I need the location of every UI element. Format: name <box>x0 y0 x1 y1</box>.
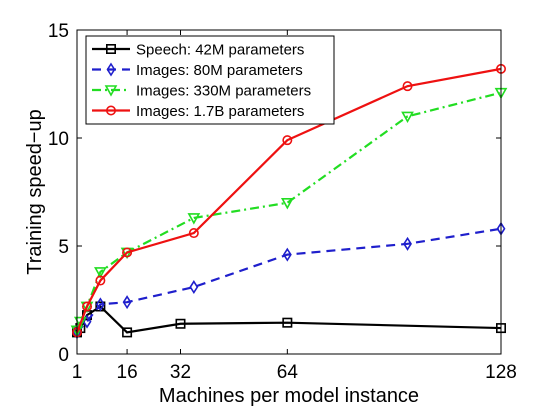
data-point <box>188 228 199 239</box>
y-tick-label: 0 <box>58 345 69 366</box>
x-tick-label: 128 <box>485 362 517 383</box>
data-point <box>187 213 201 225</box>
axes <box>76 29 502 355</box>
data-point <box>106 105 117 116</box>
data-point <box>122 295 132 310</box>
legend-entry: Images: 330M parameters <box>136 83 311 100</box>
data-point <box>402 81 413 92</box>
data-point <box>122 327 133 338</box>
y-tick-label: 10 <box>48 129 69 150</box>
data-point <box>94 267 107 279</box>
data-point <box>95 275 106 286</box>
data-point <box>403 236 412 251</box>
data-point <box>122 247 133 258</box>
tick-labels: 1 16 32 64 128 0 5 10 15 <box>48 21 517 383</box>
data-point <box>282 135 293 146</box>
data-point <box>73 316 87 329</box>
data-point <box>104 85 118 97</box>
data-point <box>106 43 117 54</box>
data-point <box>175 318 186 329</box>
data-point <box>282 247 292 262</box>
legend-entry: Speech: 42M parameters <box>136 42 304 59</box>
data-point <box>189 280 199 295</box>
data-point <box>106 62 116 77</box>
legend-entry: Images: 80M parameters <box>136 62 303 79</box>
data-point <box>280 198 294 210</box>
x-axis-label: Machines per model instance <box>159 385 419 407</box>
data-point <box>82 301 93 312</box>
legend-box <box>85 35 335 125</box>
x-tick-label: 1 <box>72 362 83 383</box>
y-tick-label: 15 <box>48 21 69 42</box>
y-axis-label: Training speed−up <box>24 109 46 275</box>
data-point <box>401 111 414 124</box>
data-point <box>282 317 293 328</box>
x-tick-label: 64 <box>277 362 299 383</box>
legend-entry: Images: 1.7B parameters <box>136 103 304 120</box>
legend: Speech: 42M parameters Images: 80M parame… <box>85 35 335 125</box>
plot-frame <box>76 29 502 355</box>
y-tick-label: 5 <box>58 237 69 258</box>
data-point <box>95 297 105 312</box>
series-layer <box>70 63 508 340</box>
x-tick-label: 16 <box>117 362 138 383</box>
x-tick-label: 32 <box>170 362 191 383</box>
